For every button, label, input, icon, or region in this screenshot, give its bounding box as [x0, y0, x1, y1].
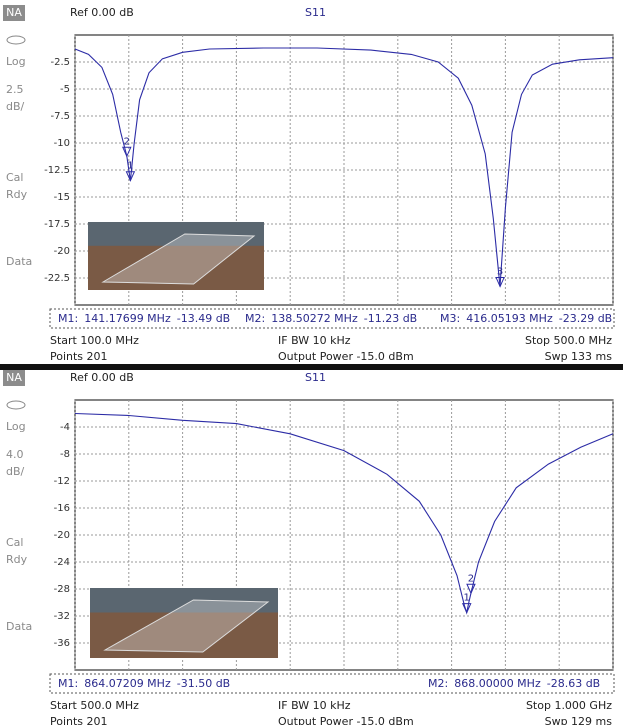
marker-value: -28.63 dB: [547, 677, 601, 690]
marker-frequency: 141.17699 MHz: [84, 312, 171, 325]
y-tick-label: -32: [54, 611, 70, 622]
marker-tag: 2: [468, 573, 474, 584]
reference-level: Ref 0.00 dB: [70, 6, 134, 19]
footer-text: Swp 133 ms: [545, 350, 613, 363]
side-label: Cal: [6, 536, 23, 549]
marker-triangle: [125, 171, 136, 182]
side-icon: [6, 35, 26, 45]
photo-inset: [88, 222, 264, 290]
y-tick-label: -36: [54, 638, 70, 649]
y-tick-label: -4: [60, 422, 70, 433]
marker-readout-box: [49, 673, 615, 694]
panel-separator: [0, 364, 623, 370]
marker-triangle: [466, 583, 476, 595]
reference-level: Ref 0.00 dB: [70, 371, 134, 384]
y-tick-label: -12: [54, 476, 70, 487]
side-label: Log: [6, 420, 26, 433]
y-tick-label: -28: [54, 584, 70, 595]
footer-text: Points 201: [50, 350, 108, 363]
footer-text: Stop 1.000 GHz: [526, 699, 612, 712]
marker-name: M3:: [440, 312, 460, 325]
footer-text: Start 100.0 MHz: [50, 334, 139, 347]
marker-readout: M3: 416.05193 MHz -23.29 dB: [440, 312, 612, 325]
na-badge: NA: [6, 6, 22, 19]
na-badge-bg: [3, 370, 25, 386]
marker-value: -11.23 dB: [364, 312, 418, 325]
side-label: Cal: [6, 171, 23, 184]
footer-text: Swp 129 ms: [545, 715, 613, 725]
side-label: 4.0: [6, 448, 24, 461]
footer-text: Stop 500.0 MHz: [525, 334, 612, 347]
footer-text: IF BW 10 kHz: [278, 334, 351, 347]
side-label: dB/: [6, 100, 25, 113]
footer-text: Points 201: [50, 715, 108, 725]
marker-frequency: 138.50272 MHz: [271, 312, 358, 325]
na-badge-bg: [3, 5, 25, 21]
marker-tag: 1: [127, 161, 133, 172]
side-icon: [6, 400, 26, 410]
side-label: Rdy: [6, 188, 28, 201]
photo-inset: [90, 588, 278, 658]
marker-triangle: [495, 277, 505, 288]
side-label: Data: [6, 255, 32, 268]
marker-triangle: [122, 146, 132, 158]
marker-value: -13.49 dB: [177, 312, 231, 325]
marker-readout: M2: 138.50272 MHz -11.23 dB: [245, 312, 417, 325]
y-tick-label: -24: [54, 557, 70, 568]
y-tick-label: -22.5: [44, 273, 70, 284]
marker-value: -31.50 dB: [177, 677, 231, 690]
marker-name: M2:: [428, 677, 448, 690]
side-label: 2.5: [6, 83, 24, 96]
marker-readout: M1: 141.17699 MHz -13.49 dB: [58, 312, 230, 325]
y-tick-label: -8: [60, 449, 70, 460]
y-tick-label: -7.5: [50, 111, 70, 122]
y-tick-label: -20: [54, 246, 70, 257]
trace: [74, 412, 614, 615]
marker-readout-box: [49, 308, 615, 329]
side-label: Log: [6, 55, 26, 68]
y-tick-label: -15: [54, 192, 70, 203]
marker-value: -23.29 dB: [559, 312, 613, 325]
photo-wall: [90, 588, 278, 613]
marker-tag: 3: [497, 267, 503, 278]
footer-text: Start 500.0 MHz: [50, 699, 139, 712]
side-label: dB/: [6, 465, 25, 478]
marker-frequency: 416.05193 MHz: [466, 312, 553, 325]
marker-readout: M2: 868.00000 MHz -28.63 dB: [428, 677, 600, 690]
trace-title: S11: [305, 6, 326, 19]
marker-triangle: [461, 603, 472, 614]
y-tick-label: -17.5: [44, 219, 70, 230]
marker-name: M1:: [58, 312, 78, 325]
trace: [74, 47, 614, 287]
side-label: Rdy: [6, 553, 28, 566]
footer-text: Output Power -15.0 dBm: [278, 715, 414, 725]
na-badge: NA: [6, 371, 22, 384]
y-tick-label: -12.5: [44, 165, 70, 176]
trace-title: S11: [305, 371, 326, 384]
y-tick-label: -2.5: [50, 57, 70, 68]
photo-wall: [88, 222, 264, 246]
y-tick-label: -5: [60, 84, 70, 95]
photo-board: [101, 233, 256, 285]
marker-frequency: 868.00000 MHz: [454, 677, 541, 690]
marker-tag: 1: [464, 593, 470, 604]
photo-board: [103, 599, 270, 653]
y-tick-label: -20: [54, 530, 70, 541]
y-tick-label: -10: [54, 138, 70, 149]
y-tick-label: -16: [54, 503, 70, 514]
marker-frequency: 864.07209 MHz: [84, 677, 171, 690]
marker-readout: M1: 864.07209 MHz -31.50 dB: [58, 677, 230, 690]
footer-text: Output Power -15.0 dBm: [278, 350, 414, 363]
marker-tag: 2: [124, 136, 130, 147]
side-label: Data: [6, 620, 32, 633]
footer-text: IF BW 10 kHz: [278, 699, 351, 712]
marker-name: M2:: [245, 312, 265, 325]
marker-name: M1:: [58, 677, 78, 690]
